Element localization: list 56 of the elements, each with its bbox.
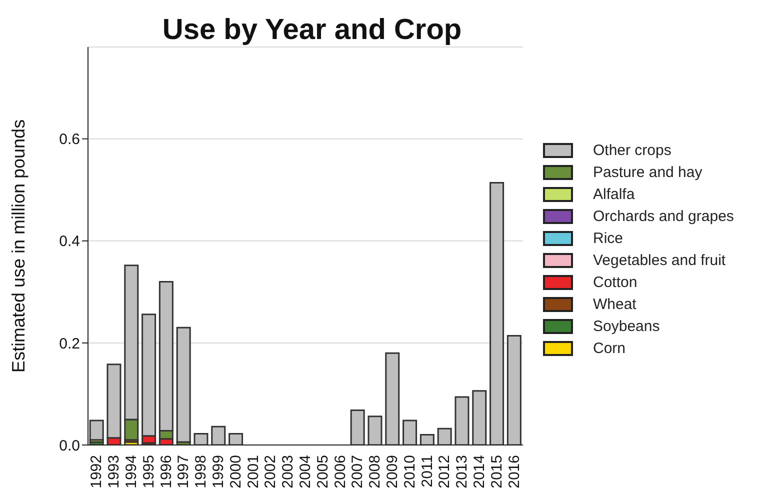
legend-label: Rice [593, 230, 624, 247]
y-tick-label: 0.4 [59, 233, 80, 250]
x-tick-label: 2011 [418, 455, 436, 488]
x-tick-label: 1999 [210, 455, 227, 488]
x-tick-label: 2013 [454, 455, 471, 488]
x-tick-label: 2012 [436, 455, 454, 488]
legend-label: Wheat [593, 296, 636, 313]
y-tick-label: 0.6 [59, 131, 80, 148]
bar [454, 396, 470, 445]
y-tick-label: 0.0 [59, 437, 80, 454]
legend-label: Cotton [593, 274, 638, 291]
bar [194, 433, 208, 445]
legend-label: Vegetables and fruit [593, 252, 726, 269]
x-tick-label: 2016 [506, 455, 523, 488]
bar [472, 390, 487, 445]
x-tick-label: 2007 [349, 455, 366, 488]
x-tick-label: 1995 [140, 455, 158, 488]
bar [211, 426, 226, 445]
x-tick-label: 2008 [366, 455, 384, 488]
bar [368, 416, 382, 445]
bar [420, 434, 434, 445]
x-tick-label: 2005 [314, 455, 332, 488]
x-tick-label: 1998 [192, 455, 210, 488]
x-tick-label: 2015 [488, 455, 506, 488]
bar [350, 410, 365, 445]
x-tick-label: 2014 [471, 455, 488, 488]
bar [437, 428, 452, 445]
bar [176, 326, 191, 443]
x-tick-label: 2010 [401, 455, 418, 488]
legend-label: Soybeans [593, 318, 660, 335]
x-tick-label: 2003 [280, 455, 297, 488]
x-tick-label: 2000 [227, 455, 244, 488]
bar [385, 352, 400, 445]
bar [89, 420, 104, 441]
legend-label: Pasture and hay [593, 164, 702, 181]
x-tick-label: 2004 [297, 455, 314, 488]
x-tick-label: 1992 [88, 455, 106, 488]
bar [506, 335, 522, 445]
y-axis-title: Estimated use in million pounds [8, 119, 28, 373]
bar [228, 433, 244, 445]
x-tick-label: 1993 [106, 455, 123, 488]
x-tick-label: 2009 [384, 455, 401, 488]
x-tick-label: 2002 [262, 455, 280, 488]
chart-title: Use by Year and Crop [161, 14, 463, 47]
legend-label: Alfalfa [593, 186, 635, 203]
x-tick-label: 2001 [244, 455, 262, 488]
x-tick-label: 1996 [158, 455, 175, 488]
legend-label: Orchards and grapes [593, 208, 734, 225]
bar [490, 182, 504, 445]
x-tick-label: 1994 [123, 455, 140, 488]
y-tick-label: 0.2 [59, 335, 80, 352]
bar [402, 420, 418, 445]
legend-label: Other crops [593, 142, 672, 159]
legend-label: Corn [593, 340, 626, 357]
x-tick-label: 2006 [332, 455, 349, 488]
x-tick-label: 1997 [175, 455, 192, 488]
